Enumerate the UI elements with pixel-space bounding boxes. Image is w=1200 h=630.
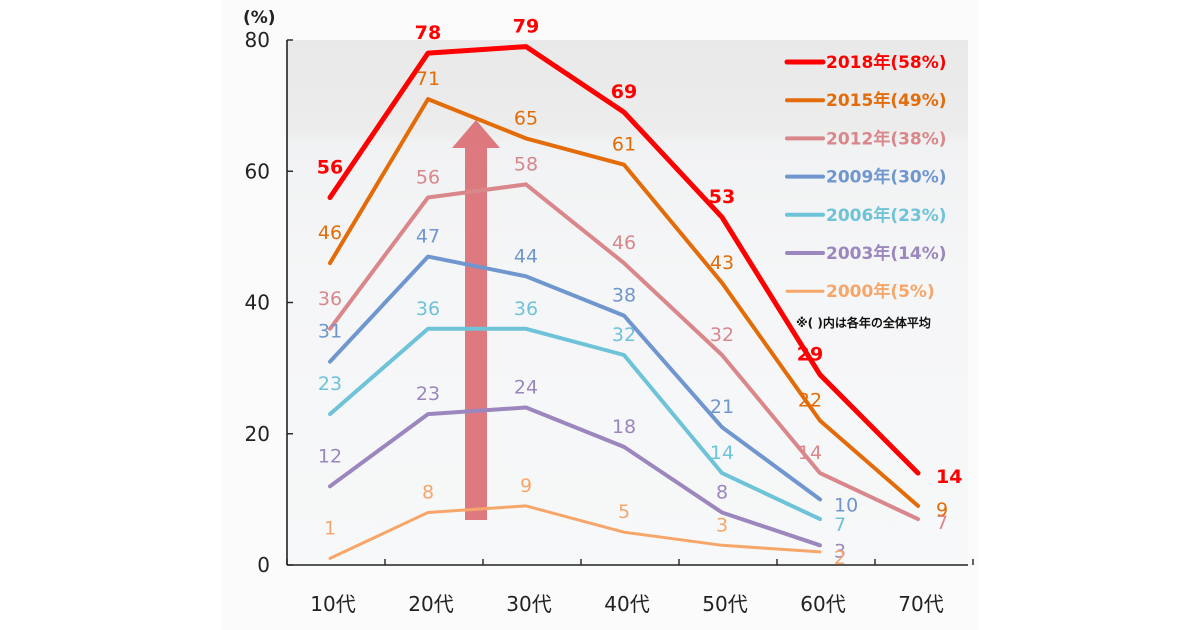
- legend-item: 2006年(23%): [785, 205, 947, 226]
- data-label: 61: [612, 134, 636, 156]
- data-label: 78: [415, 22, 441, 44]
- data-label: 18: [612, 416, 636, 438]
- data-label: 14: [936, 466, 962, 488]
- legend-label: 2003年(14%): [826, 243, 947, 264]
- legend-label: 2015年(49%): [826, 90, 947, 111]
- data-label: 69: [611, 81, 637, 103]
- data-label: 65: [514, 107, 538, 129]
- average-note: ※( )内は各年の全体平均: [796, 315, 931, 330]
- y-tick-label: 60: [245, 159, 270, 183]
- x-tick-label: 30代: [506, 592, 551, 616]
- data-label: 14: [798, 442, 822, 464]
- data-label: 23: [416, 383, 440, 405]
- data-label: 12: [318, 445, 342, 467]
- data-label: 46: [318, 222, 342, 244]
- data-label: 56: [317, 157, 343, 179]
- data-label: 7: [834, 514, 846, 536]
- series-line-2012: [328, 182, 920, 522]
- legend-item: 2018年(58%): [784, 52, 947, 73]
- data-label: 47: [416, 226, 440, 248]
- data-label: 58: [514, 153, 538, 175]
- x-tick-label: 10代: [310, 592, 355, 616]
- legend-label: 2006年(23%): [826, 205, 947, 226]
- data-label: 38: [612, 285, 636, 307]
- y-tick-label: 40: [245, 291, 270, 315]
- data-label: 23: [318, 373, 342, 395]
- data-label: 36: [514, 298, 538, 320]
- data-label: 31: [318, 321, 342, 343]
- legend-label: 2000年(5%): [826, 281, 935, 302]
- data-label: 1: [324, 517, 336, 539]
- legend-item: 2000年(5%): [785, 281, 935, 302]
- data-label: 71: [416, 68, 440, 90]
- data-label: 3: [834, 540, 846, 562]
- series-line-2006: [328, 326, 822, 522]
- y-tick-label: 20: [245, 422, 270, 446]
- data-label: 3: [716, 514, 728, 536]
- data-label: 14: [710, 442, 734, 464]
- data-label: 53: [709, 186, 735, 208]
- data-label: 8: [422, 482, 434, 504]
- data-label: 36: [416, 298, 440, 320]
- x-tick-label: 60代: [800, 592, 845, 616]
- data-label: 44: [514, 245, 538, 267]
- y-axis-unit: (%): [243, 8, 276, 28]
- data-label: 43: [710, 252, 734, 274]
- data-label: 24: [514, 377, 538, 399]
- series-line-2015: [328, 97, 920, 508]
- data-label: 29: [797, 344, 823, 366]
- x-tick-label: 20代: [408, 592, 453, 616]
- series-line-2018: [327, 44, 921, 476]
- y-tick-label: 0: [257, 553, 270, 577]
- series-line-2000: [328, 504, 822, 560]
- data-label: 9: [520, 475, 532, 497]
- data-label: 56: [416, 167, 440, 189]
- data-label: 22: [798, 390, 822, 412]
- data-label: 9: [936, 499, 948, 521]
- legend-item: 2015年(49%): [785, 90, 947, 111]
- y-tick-label: 80: [245, 28, 270, 52]
- data-label: 21: [710, 396, 734, 418]
- data-label: 36: [318, 288, 342, 310]
- data-label: 79: [513, 16, 539, 38]
- data-label: 32: [710, 324, 734, 346]
- data-label: 7: [936, 512, 948, 534]
- data-label: 5: [618, 501, 630, 523]
- legend-label: 2009年(30%): [826, 167, 947, 188]
- x-tick-label: 40代: [604, 592, 649, 616]
- data-label: 46: [612, 232, 636, 254]
- data-label: 32: [612, 324, 636, 346]
- legend-label: 2012年(38%): [826, 128, 947, 149]
- data-label: 8: [716, 482, 728, 504]
- data-label: 2: [834, 547, 846, 569]
- series-line-2003: [328, 405, 822, 548]
- legend-item: 2009年(30%): [785, 167, 947, 188]
- series-line-2009: [328, 254, 822, 502]
- legend-item: 2012年(38%): [785, 128, 947, 149]
- x-tick-label: 70代: [898, 592, 943, 616]
- x-tick-label: 50代: [702, 592, 747, 616]
- legend-item: 2003年(14%): [785, 243, 947, 264]
- increase-arrow: [452, 120, 500, 520]
- plot-area: [287, 40, 968, 565]
- legend-label: 2018年(58%): [826, 52, 947, 73]
- data-label: 10: [834, 494, 858, 516]
